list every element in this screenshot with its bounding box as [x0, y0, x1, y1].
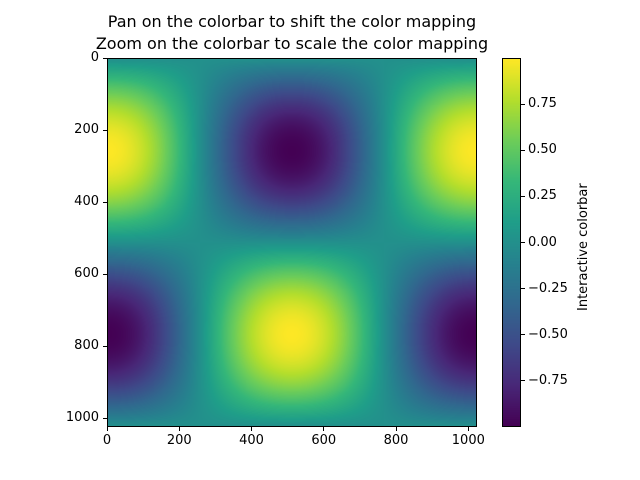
- colorbar-tick-mark: [521, 103, 525, 105]
- colorbar-tick-mark: [521, 380, 525, 382]
- colorbar[interactable]: [502, 58, 521, 427]
- colorbar-tick-label: 0.00: [528, 234, 557, 250]
- x-tick-label: 400: [239, 433, 264, 448]
- colorbar-tick-label: −0.50: [528, 326, 568, 342]
- x-tick-mark: [106, 427, 108, 431]
- x-tick-mark: [323, 427, 325, 431]
- heatmap-image[interactable]: [107, 58, 477, 427]
- x-tick-label: 600: [311, 433, 337, 448]
- chart-title-line-1: Pan on the colorbar to shift the color m…: [107, 12, 477, 31]
- x-tick-mark: [251, 427, 253, 431]
- y-tick-mark: [103, 129, 107, 131]
- colorbar-tick-label: 0.50: [528, 142, 557, 158]
- y-tick-label: 800: [74, 338, 99, 354]
- y-tick-label: 0: [90, 50, 99, 65]
- colorbar-tick-label: 0.75: [528, 96, 557, 112]
- x-tick-label: 0: [102, 433, 112, 448]
- y-tick-mark: [103, 201, 107, 203]
- colorbar-tick-label: 0.25: [528, 188, 557, 204]
- x-tick-label: 800: [383, 433, 409, 448]
- x-tick-label: 1000: [451, 433, 485, 448]
- colorbar-tick-mark: [521, 288, 525, 290]
- y-tick-label: 400: [74, 194, 99, 210]
- colorbar-label: Interactive colorbar: [576, 183, 591, 311]
- y-tick-mark: [103, 57, 107, 59]
- colorbar-tick-label: −0.75: [528, 372, 568, 388]
- y-tick-label: 200: [74, 122, 99, 138]
- colorbar-tick-label: −0.25: [528, 280, 568, 296]
- x-tick-mark: [395, 427, 397, 431]
- colorbar-tick-mark: [521, 334, 525, 336]
- y-tick-mark: [103, 417, 107, 419]
- chart-title-line-2: Zoom on the colorbar to scale the color …: [95, 34, 489, 53]
- y-tick-mark: [103, 273, 107, 275]
- colorbar-tick-mark: [521, 149, 525, 151]
- x-tick-mark: [467, 427, 469, 431]
- x-tick-mark: [178, 427, 180, 431]
- y-tick-label: 1000: [65, 410, 99, 426]
- y-tick-mark: [103, 345, 107, 347]
- colorbar-tick-mark: [521, 242, 525, 243]
- y-tick-label: 600: [74, 266, 99, 282]
- colorbar-tick-mark: [521, 195, 525, 197]
- x-tick-label: 200: [166, 433, 192, 448]
